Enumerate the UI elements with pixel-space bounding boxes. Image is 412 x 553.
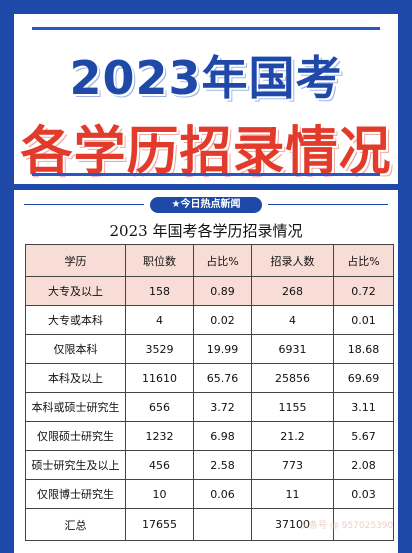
cell-education: 本科及以上 [25, 363, 126, 393]
news-tag: ★今日热点新闻 [150, 197, 262, 213]
recruitment-table: 学历 职位数 占比% 招录人数 占比% 大专及以上 158 0.89 268 0.72 大… [25, 244, 394, 541]
cell-recruits-pct: 0.01 [333, 305, 394, 335]
cell-positions-pct [193, 508, 252, 541]
cell-positions: 1232 [125, 421, 194, 451]
table-row: 大专或本科 4 0.02 4 0.01 [25, 305, 394, 335]
table-row: 本科及以上 11610 65.76 25856 69.69 [25, 363, 394, 393]
cell-education: 仅限博士研究生 [25, 479, 126, 509]
cell-positions: 3529 [125, 334, 194, 364]
cell-recruits: 1155 [251, 392, 334, 422]
header-cell-positions-pct: 占比% [193, 244, 252, 277]
table-row: 大专及以上 158 0.89 268 0.72 [25, 276, 394, 306]
poster-header: 2023年国考 各学历招录情况 [14, 14, 398, 184]
header-cell-recruits: 招录人数 [251, 244, 334, 277]
cell-recruits-pct: 5.67 [333, 421, 394, 451]
header-cell-education: 学历 [25, 244, 126, 277]
cell-recruits: 4 [251, 305, 334, 335]
tag-rule-right [268, 204, 388, 205]
cell-education: 仅限本科 [25, 334, 126, 364]
cell-recruits-pct: 2.08 [333, 450, 394, 480]
cell-recruits-pct: 0.72 [333, 276, 394, 306]
poster-title-line1: 2023年国考 [69, 51, 343, 105]
cell-recruits: 21.2 [251, 421, 334, 451]
cell-positions: 656 [125, 392, 194, 422]
cell-education: 仅限硕士研究生 [25, 421, 126, 451]
cell-recruits-pct: 3.11 [333, 392, 394, 422]
cell-recruits: 268 [251, 276, 334, 306]
table-row: 汇总 17655 37100 [25, 508, 394, 541]
cell-positions: 10 [125, 479, 194, 509]
header-cell-positions: 职位数 [125, 244, 194, 277]
table-row: 本科或硕士研究生 656 3.72 1155 3.11 [25, 392, 394, 422]
cell-education: 本科或硕士研究生 [25, 392, 126, 422]
cell-positions: 4 [125, 305, 194, 335]
cell-positions-pct: 6.98 [193, 421, 252, 451]
table-row: 硕士研究生及以上 456 2.58 773 2.08 [25, 450, 394, 480]
table-card: ★今日热点新闻 2023 年国考各学历招录情况 学历 职位数 占比% 招录人数 … [14, 190, 398, 553]
cell-positions-pct: 0.89 [193, 276, 252, 306]
cell-recruits-pct [333, 508, 394, 541]
cell-positions: 158 [125, 276, 194, 306]
cell-education: 汇总 [25, 508, 126, 541]
cell-positions: 11610 [125, 363, 194, 393]
header-bottom-rule [32, 173, 380, 176]
cell-recruits-pct: 69.69 [333, 363, 394, 393]
cell-education: 硕士研究生及以上 [25, 450, 126, 480]
cell-positions-pct: 0.02 [193, 305, 252, 335]
cell-recruits: 6931 [251, 334, 334, 364]
cell-recruits-pct: 18.68 [333, 334, 394, 364]
watermark: 头条号 @ 957025390 [300, 521, 394, 531]
cell-education: 大专或本科 [25, 305, 126, 335]
table-row: 仅限硕士研究生 1232 6.98 21.2 5.67 [25, 421, 394, 451]
poster-title-line2: 各学历招录情况 [20, 122, 392, 182]
table-title: 2023 年国考各学历招录情况 [109, 222, 303, 240]
cell-positions-pct: 3.72 [193, 392, 252, 422]
table-header-row: 学历 职位数 占比% 招录人数 占比% [25, 244, 394, 277]
table-row: 仅限本科 3529 19.99 6931 18.68 [25, 334, 394, 364]
cell-positions-pct: 19.99 [193, 334, 252, 364]
cell-recruits: 773 [251, 450, 334, 480]
cell-positions-pct: 65.76 [193, 363, 252, 393]
cell-positions-pct: 2.58 [193, 450, 252, 480]
cell-positions: 17655 [125, 508, 194, 541]
cell-recruits: 37100 [251, 508, 334, 541]
cell-education: 大专及以上 [25, 276, 126, 306]
cell-recruits: 11 [251, 479, 334, 509]
header-cell-recruits-pct: 占比% [333, 244, 394, 277]
cell-recruits: 25856 [251, 363, 334, 393]
cell-positions-pct: 0.06 [193, 479, 252, 509]
tag-rule-left [24, 204, 144, 205]
header-top-rule [32, 27, 380, 30]
cell-positions: 456 [125, 450, 194, 480]
cell-recruits-pct: 0.03 [333, 479, 394, 509]
table-row: 仅限博士研究生 10 0.06 11 0.03 [25, 479, 394, 509]
